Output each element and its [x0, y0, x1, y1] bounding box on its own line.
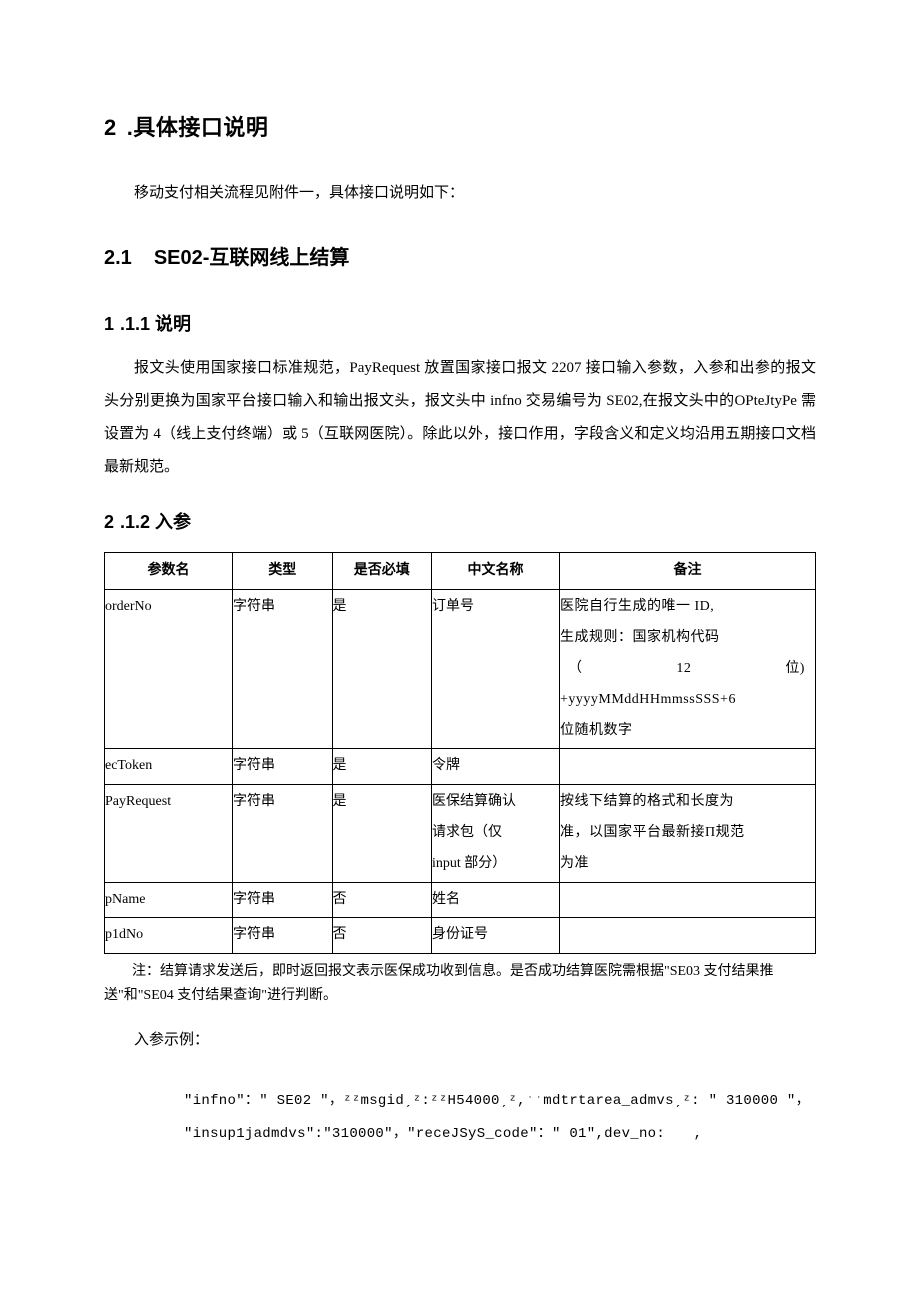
cell-type: 字符串: [232, 749, 332, 785]
remark-fragment: （: [568, 654, 583, 685]
cell-remark: 按线下结算的格式和长度为 准，以国家平台最新接Π规范 为准: [560, 785, 816, 882]
cell-type: 字符串: [232, 785, 332, 882]
cn-line: input 部分）: [432, 849, 557, 880]
remark-line: 准，以国家平台最新接Π规范: [560, 818, 813, 849]
heading-2-number: 2.1: [104, 247, 132, 269]
cell-remark: [560, 882, 816, 918]
intro-paragraph: 移动支付相关流程见附件一，具体接口说明如下：: [104, 180, 816, 207]
th-required: 是否必填: [332, 553, 432, 590]
code-sample: "infno"：″ SE02 ″，ᶻᶻmsgidˏᶻ:ᶻᶻH54000ˏᶻ,ˑˑ…: [104, 1085, 816, 1152]
heading-1-text: .具体接口说明: [127, 115, 269, 140]
heading-1: 2 .具体接口说明: [104, 110, 816, 142]
table-header-row: 参数名 类型 是否必填 中文名称 备注: [105, 553, 816, 590]
remark-line: 为准: [560, 849, 813, 880]
cell-cn: 医保结算确认 请求包（仅 input 部分）: [432, 785, 560, 882]
cell-type: 字符串: [232, 590, 332, 749]
table-row: pName 字符串 否 姓名: [105, 882, 816, 918]
cell-name: pName: [105, 882, 233, 918]
heading-3-params: 2 .1.2 入参: [104, 508, 816, 534]
remark-line: 医院自行生成的唯一 ID,: [560, 592, 813, 623]
cell-required: 否: [332, 918, 432, 954]
cell-required: 是: [332, 749, 432, 785]
cell-name: p1dNo: [105, 918, 233, 954]
heading-3-params-text: .1.2 入参: [120, 512, 191, 532]
cell-name: PayRequest: [105, 785, 233, 882]
table-row: PayRequest 字符串 是 医保结算确认 请求包（仅 input 部分） …: [105, 785, 816, 882]
heading-3-desc: 1 .1.1 说明: [104, 310, 816, 336]
code-line: "insup1jadmdvs":″310000″，"receJSyS_code"…: [184, 1118, 816, 1152]
table-row: orderNo 字符串 是 订单号 医院自行生成的唯一 ID, 生成规则：国家机…: [105, 590, 816, 749]
heading-3-params-number: 2: [104, 512, 114, 532]
params-table: 参数名 类型 是否必填 中文名称 备注 orderNo 字符串 是 订单号 医院…: [104, 552, 816, 954]
remark-line: 生成规则：国家机构代码: [560, 623, 813, 654]
th-name: 参数名: [105, 553, 233, 590]
remark-line: +yyyyMMddHHmmssSSS+6: [560, 685, 813, 716]
remark-line: （ 12 位): [560, 654, 813, 685]
cn-line: 医保结算确认: [432, 787, 557, 818]
heading-2: 2.1 SE02-互联网线上结算: [104, 241, 816, 270]
table-note: 注：结算请求发送后，即时返回报文表示医保成功收到信息。是否成功结算医院需根据"S…: [104, 960, 816, 1008]
th-remark: 备注: [560, 553, 816, 590]
heading-3-desc-number: 1: [104, 314, 114, 334]
cell-cn: 姓名: [432, 882, 560, 918]
cell-type: 字符串: [232, 918, 332, 954]
cell-cn: 身份证号: [432, 918, 560, 954]
cell-remark: [560, 749, 816, 785]
heading-2-text: SE02-互联网线上结算: [154, 247, 350, 269]
cell-required: 否: [332, 882, 432, 918]
example-label: 入参示例：: [104, 1028, 816, 1049]
th-cn: 中文名称: [432, 553, 560, 590]
table-row: ecToken 字符串 是 令牌: [105, 749, 816, 785]
cell-name: orderNo: [105, 590, 233, 749]
remark-line: 位随机数字: [560, 716, 813, 747]
heading-1-number: 2: [104, 115, 117, 140]
remark-fragment: 12: [676, 654, 691, 685]
table-row: p1dNo 字符串 否 身份证号: [105, 918, 816, 954]
cell-remark: [560, 918, 816, 954]
heading-3-desc-text: .1.1 说明: [120, 314, 191, 334]
cell-name: ecToken: [105, 749, 233, 785]
document-page: 2 .具体接口说明 移动支付相关流程见附件一，具体接口说明如下： 2.1 SE02-…: [0, 0, 920, 1301]
cell-required: 是: [332, 590, 432, 749]
cell-cn: 订单号: [432, 590, 560, 749]
cell-cn: 令牌: [432, 749, 560, 785]
desc-paragraph: 报文头使用国家接口标准规范，PayRequest 放置国家接口报文 2207 接…: [104, 352, 816, 484]
cell-remark: 医院自行生成的唯一 ID, 生成规则：国家机构代码 （ 12 位) +yyyyM…: [560, 590, 816, 749]
code-line: "infno"：″ SE02 ″，ᶻᶻmsgidˏᶻ:ᶻᶻH54000ˏᶻ,ˑˑ…: [184, 1085, 816, 1119]
cn-line: 请求包（仅: [432, 818, 557, 849]
remark-line: 按线下结算的格式和长度为: [560, 787, 813, 818]
remark-fragment: 位): [785, 654, 805, 685]
cell-type: 字符串: [232, 882, 332, 918]
th-type: 类型: [232, 553, 332, 590]
cell-required: 是: [332, 785, 432, 882]
